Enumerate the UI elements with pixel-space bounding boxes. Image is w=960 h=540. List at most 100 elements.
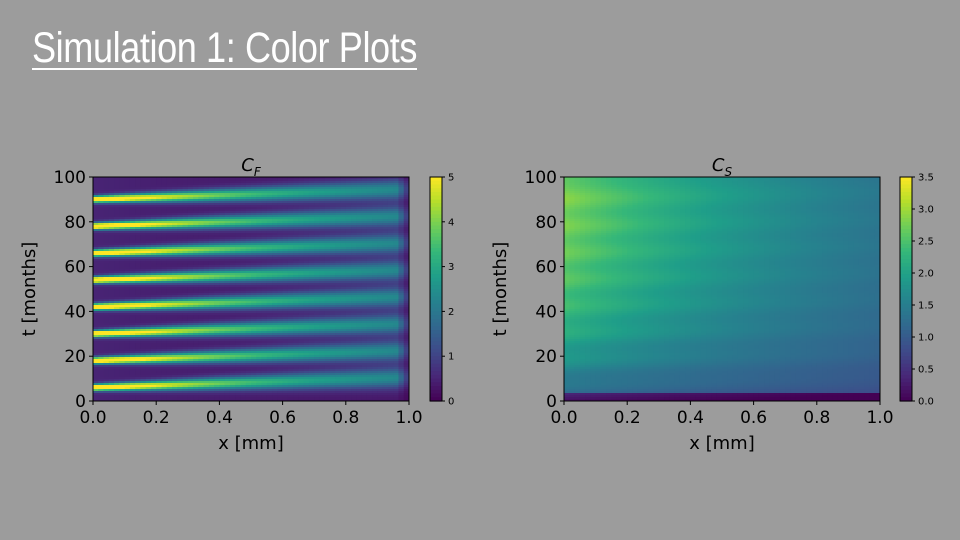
cf-cell bbox=[398, 223, 405, 226]
cf-cell bbox=[277, 277, 284, 280]
cf-cell bbox=[166, 319, 173, 322]
cf-cell bbox=[240, 329, 247, 332]
cf-cell bbox=[340, 299, 347, 302]
cf-cell bbox=[261, 287, 268, 290]
cf-cell bbox=[282, 289, 289, 292]
cf-cell bbox=[287, 307, 294, 310]
cf-cell bbox=[187, 315, 194, 318]
cf-cell bbox=[372, 251, 378, 254]
cf-cell bbox=[308, 341, 315, 344]
cf-cell bbox=[114, 267, 120, 270]
cf-cell bbox=[156, 187, 163, 190]
cf-cell bbox=[161, 283, 168, 286]
cf-cell bbox=[277, 279, 284, 282]
cf-cell bbox=[93, 179, 99, 182]
cf-cell bbox=[372, 301, 378, 304]
cf-cell bbox=[261, 309, 268, 312]
cf-cell bbox=[229, 243, 236, 246]
cf-cell bbox=[356, 291, 363, 294]
cf-cell bbox=[108, 225, 115, 228]
cf-cell bbox=[403, 253, 409, 256]
cf-cell bbox=[361, 321, 368, 324]
cf-cell bbox=[203, 303, 210, 306]
cf-cell bbox=[256, 225, 263, 228]
cf-cell bbox=[119, 281, 126, 284]
cf-cell bbox=[387, 233, 394, 236]
cf-cell bbox=[140, 181, 147, 184]
cf-cell bbox=[382, 269, 389, 272]
cf-cell bbox=[119, 183, 126, 186]
cf-cell bbox=[129, 195, 136, 198]
cf-cell bbox=[219, 253, 226, 256]
cf-cell bbox=[193, 193, 199, 196]
cf-cell bbox=[266, 183, 273, 186]
cf-cell bbox=[124, 207, 131, 210]
cf-cell bbox=[314, 243, 321, 246]
cf-cell bbox=[172, 209, 178, 212]
cf-cell bbox=[298, 245, 305, 248]
cf-cell bbox=[240, 253, 247, 256]
cf-cell bbox=[224, 285, 231, 288]
cf-cell bbox=[335, 333, 342, 336]
cf-cell bbox=[240, 281, 247, 284]
cf-cell bbox=[140, 305, 147, 308]
cf-cell bbox=[150, 257, 157, 260]
cf-cell bbox=[129, 339, 136, 342]
cf-cell bbox=[140, 321, 147, 324]
cf-cell bbox=[240, 275, 247, 278]
cf-cell bbox=[387, 193, 394, 196]
cf-cell bbox=[387, 237, 394, 240]
cf-cell bbox=[398, 247, 405, 250]
cf-cell bbox=[140, 327, 147, 330]
cf-cell bbox=[330, 211, 336, 214]
cf-cell bbox=[219, 211, 226, 214]
cf-cell bbox=[182, 321, 189, 324]
cf-cell bbox=[272, 229, 278, 232]
cf-cell bbox=[324, 221, 331, 224]
cf-cell bbox=[282, 335, 289, 338]
cf-cell bbox=[382, 281, 389, 284]
cf-cell bbox=[251, 307, 257, 310]
cf-cell bbox=[308, 179, 315, 182]
cf-cell bbox=[372, 253, 378, 256]
cf-cell bbox=[356, 239, 363, 242]
cf-cell bbox=[287, 305, 294, 308]
cf-cell bbox=[266, 227, 273, 230]
cf-cell bbox=[98, 341, 105, 344]
cf-cell bbox=[277, 265, 284, 268]
cf-cell bbox=[208, 223, 215, 226]
cf-cell bbox=[203, 177, 210, 180]
cf-cell bbox=[382, 203, 389, 206]
cf-cell bbox=[256, 177, 263, 180]
cf-cell bbox=[256, 341, 263, 344]
cf-cell bbox=[356, 275, 363, 278]
cf-cell bbox=[351, 309, 357, 312]
cf-cell bbox=[361, 291, 368, 294]
cf-cell bbox=[403, 227, 409, 230]
cf-cell bbox=[335, 331, 342, 334]
cf-cell bbox=[282, 259, 289, 262]
cf-cell bbox=[345, 217, 352, 220]
cf-cell bbox=[272, 257, 278, 260]
cf-cell bbox=[240, 263, 247, 266]
cf-cell bbox=[277, 307, 284, 310]
cf-cell bbox=[398, 213, 405, 216]
cf-cell bbox=[372, 183, 378, 186]
cf-cell bbox=[150, 311, 157, 314]
cf-cell bbox=[387, 285, 394, 288]
cf-cell bbox=[387, 205, 394, 208]
cf-cell bbox=[214, 201, 220, 204]
cf-cell bbox=[261, 265, 268, 268]
cf-cell bbox=[161, 223, 168, 226]
cf-cell bbox=[398, 221, 405, 224]
cf-cell bbox=[108, 243, 115, 246]
cf-cell bbox=[372, 319, 378, 322]
cf-cell bbox=[351, 295, 357, 298]
cf-cell bbox=[219, 307, 226, 310]
cf-cell bbox=[140, 303, 147, 306]
cf-cell bbox=[93, 227, 99, 230]
cf-cell bbox=[108, 297, 115, 300]
cf-cell bbox=[298, 301, 305, 304]
cf-cell bbox=[208, 279, 215, 282]
cf-cell bbox=[150, 259, 157, 262]
